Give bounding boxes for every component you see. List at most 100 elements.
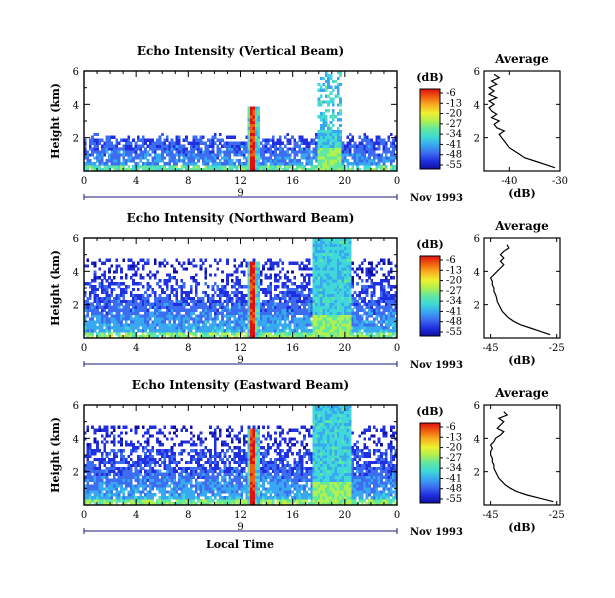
panel-title: Echo Intensity (Northward Beam) — [127, 211, 355, 225]
x-tick-label: 0 — [394, 510, 400, 521]
panel-title: Echo Intensity (Eastward Beam) — [132, 378, 349, 392]
colorbar-tick-label: -6 — [446, 88, 456, 99]
profile-y-tick-label: 2 — [474, 134, 480, 145]
day-marker: 9 — [237, 188, 243, 199]
profile-line — [487, 73, 556, 169]
profile-frame — [483, 237, 561, 339]
x-tick-label: 20 — [338, 176, 351, 187]
x-tick-label: 4 — [133, 176, 139, 187]
x-tick-label: 16 — [286, 510, 299, 521]
day-marker: 9 — [237, 355, 243, 366]
profile-title: Average — [494, 386, 549, 400]
colorbar-tick-label: -13 — [446, 265, 462, 276]
heatmap-cells — [84, 405, 398, 506]
x-tick-label: 4 — [133, 510, 139, 521]
colorbar — [419, 422, 441, 504]
y-tick-label: 6 — [73, 67, 79, 78]
x-tick-label: 0 — [81, 176, 87, 187]
colorbar-unit: (dB) — [416, 238, 443, 251]
colorbar-tick-label: -20 — [446, 276, 462, 287]
colorbar-tick-label: -20 — [446, 109, 462, 120]
colorbar-tick-label: -20 — [446, 443, 462, 454]
y-tick-label: 4 — [73, 100, 79, 111]
colorbar-tick-label: -48 — [446, 150, 462, 161]
profile-x-tick-label: -30 — [552, 176, 568, 187]
panel-1: Echo Intensity (Vertical Beam) 0 4 8 12 16 20 0… — [49, 44, 568, 204]
y-axis-label: Height (km) — [49, 417, 62, 493]
panel-3: Echo Intensity (Eastward Beam) 0 4 8 12 16 20 0… — [49, 378, 565, 538]
colorbar-tick-label: -34 — [446, 296, 462, 307]
heatmap-cells — [84, 71, 398, 172]
profile-x-tick-label: -25 — [549, 510, 565, 521]
x-tick-label: 12 — [234, 176, 247, 187]
profile-y-tick-label: 6 — [474, 67, 480, 78]
y-axis-label: Height (km) — [49, 83, 62, 159]
y-tick-label: 4 — [73, 267, 79, 278]
x-tick-label: 20 — [338, 510, 351, 521]
panel-title: Echo Intensity (Vertical Beam) — [137, 44, 344, 58]
x-tick-label: 0 — [394, 343, 400, 354]
colorbar-tick-label: -13 — [446, 98, 462, 109]
y-tick-label: 2 — [73, 301, 79, 312]
profile-frame — [483, 404, 561, 506]
profile-x-tick-label: -25 — [549, 343, 565, 354]
profile-y-tick-label: 4 — [474, 267, 480, 278]
colorbar-tick-label: -55 — [446, 160, 462, 171]
colorbar-tick-label: -27 — [446, 286, 462, 297]
x-tick-label: 12 — [234, 510, 247, 521]
y-tick-label: 6 — [73, 401, 79, 412]
profile-line — [489, 244, 551, 336]
date-label: Nov 1993 — [410, 193, 463, 204]
y-axis-label: Height (km) — [49, 250, 62, 326]
profile-frame — [483, 70, 561, 172]
colorbar-tick-label: -34 — [446, 129, 462, 140]
profile-y-tick-label: 6 — [474, 234, 480, 245]
x-tick-label: 16 — [286, 176, 299, 187]
profile-x-tick-label: -40 — [501, 176, 517, 187]
x-tick-label: 8 — [185, 176, 191, 187]
x-tick-label: 4 — [133, 343, 139, 354]
colorbar-tick-label: -27 — [446, 453, 462, 464]
colorbar — [419, 255, 441, 337]
profile-y-tick-label: 4 — [474, 434, 480, 445]
panel-2: Echo Intensity (Northward Beam) 0 4 8 12 16 20… — [49, 211, 565, 371]
colorbar-tick-label: -13 — [446, 432, 462, 443]
colorbar-tick-label: -6 — [446, 422, 456, 433]
profile-x-label: (dB) — [508, 521, 535, 534]
colorbar-unit: (dB) — [416, 405, 443, 418]
x-axis-label: Local Time — [206, 538, 274, 551]
x-tick-label: 8 — [185, 343, 191, 354]
y-tick-label: 4 — [73, 434, 79, 445]
day-marker: 9 — [237, 522, 243, 533]
x-tick-label: 16 — [286, 343, 299, 354]
colorbar-tick-label: -41 — [446, 306, 462, 317]
colorbar-tick-label: -55 — [446, 494, 462, 505]
profile-x-label: (dB) — [508, 187, 535, 200]
x-tick-label: 0 — [394, 176, 400, 187]
profile-y-tick-label: 2 — [474, 301, 480, 312]
profile-title: Average — [494, 219, 549, 233]
profile-y-tick-label: 4 — [474, 100, 480, 111]
colorbar — [419, 88, 441, 170]
profile-x-tick-label: -45 — [483, 343, 499, 354]
date-label: Nov 1993 — [410, 527, 463, 538]
colorbar-tick-label: -41 — [446, 139, 462, 150]
y-tick-label: 6 — [73, 234, 79, 245]
profile-y-tick-label: 6 — [474, 401, 480, 412]
colorbar-tick-label: -55 — [446, 327, 462, 338]
profile-x-tick-label: -45 — [483, 510, 499, 521]
x-tick-label: 12 — [234, 343, 247, 354]
profile-y-tick-label: 2 — [474, 468, 480, 479]
date-label: Nov 1993 — [410, 360, 463, 371]
y-tick-label: 2 — [73, 134, 79, 145]
x-tick-label: 20 — [338, 343, 351, 354]
x-tick-label: 0 — [81, 510, 87, 521]
x-tick-label: 8 — [185, 510, 191, 521]
colorbar-tick-label: -48 — [446, 317, 462, 328]
profile-title: Average — [494, 52, 549, 66]
colorbar-tick-label: -27 — [446, 119, 462, 130]
profile-line — [489, 411, 554, 503]
colorbar-tick-label: -34 — [446, 463, 462, 474]
y-tick-label: 2 — [73, 468, 79, 479]
